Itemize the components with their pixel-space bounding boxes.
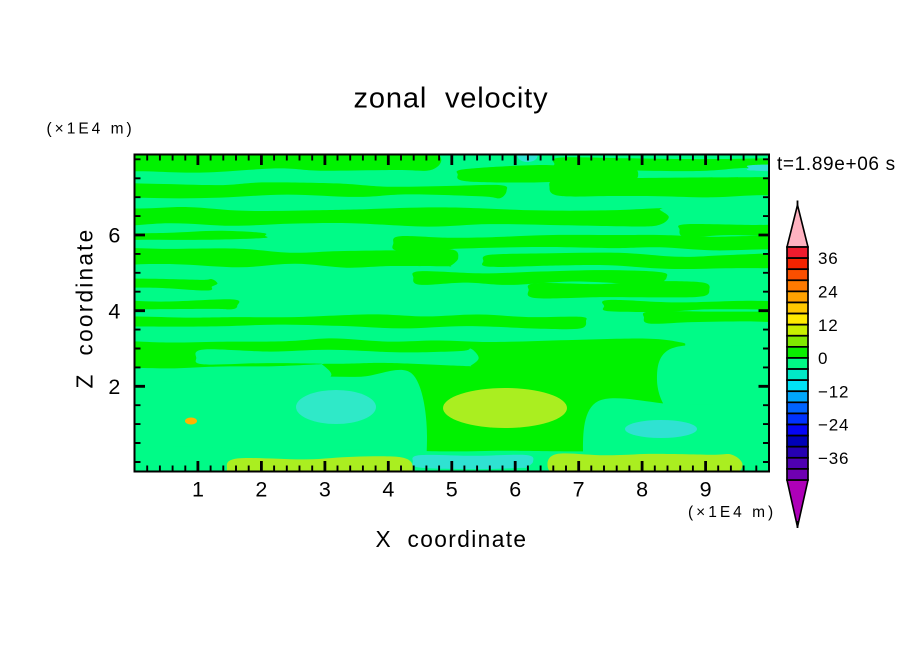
svg-text:−24: −24 [818, 416, 849, 435]
svg-text:(×1E4 m): (×1E4 m) [688, 504, 776, 521]
svg-text:5: 5 [446, 478, 458, 502]
svg-text:(×1E4 m): (×1E4 m) [47, 121, 135, 138]
svg-text:8: 8 [636, 478, 648, 502]
svg-text:4: 4 [382, 478, 394, 502]
svg-text:−12: −12 [818, 382, 849, 401]
svg-text:0: 0 [818, 349, 828, 368]
svg-text:24: 24 [818, 282, 839, 301]
svg-text:2: 2 [108, 375, 120, 399]
svg-text:4: 4 [108, 299, 120, 323]
svg-text:2: 2 [255, 478, 267, 502]
svg-text:7: 7 [573, 478, 585, 502]
svg-text:1: 1 [192, 478, 204, 502]
svg-text:Z coordinate: Z coordinate [72, 227, 98, 388]
svg-text:9: 9 [700, 478, 712, 502]
svg-text:−36: −36 [818, 449, 849, 468]
svg-text:6: 6 [509, 478, 521, 502]
svg-text:36: 36 [818, 249, 839, 268]
svg-text:X coordinate: X coordinate [376, 526, 528, 552]
svg-text:6: 6 [108, 224, 120, 248]
svg-text:zonal velocity: zonal velocity [354, 83, 549, 115]
svg-text:12: 12 [818, 316, 839, 335]
svg-text:t=1.89e+06 s: t=1.89e+06 s [777, 154, 896, 175]
svg-text:3: 3 [319, 478, 331, 502]
